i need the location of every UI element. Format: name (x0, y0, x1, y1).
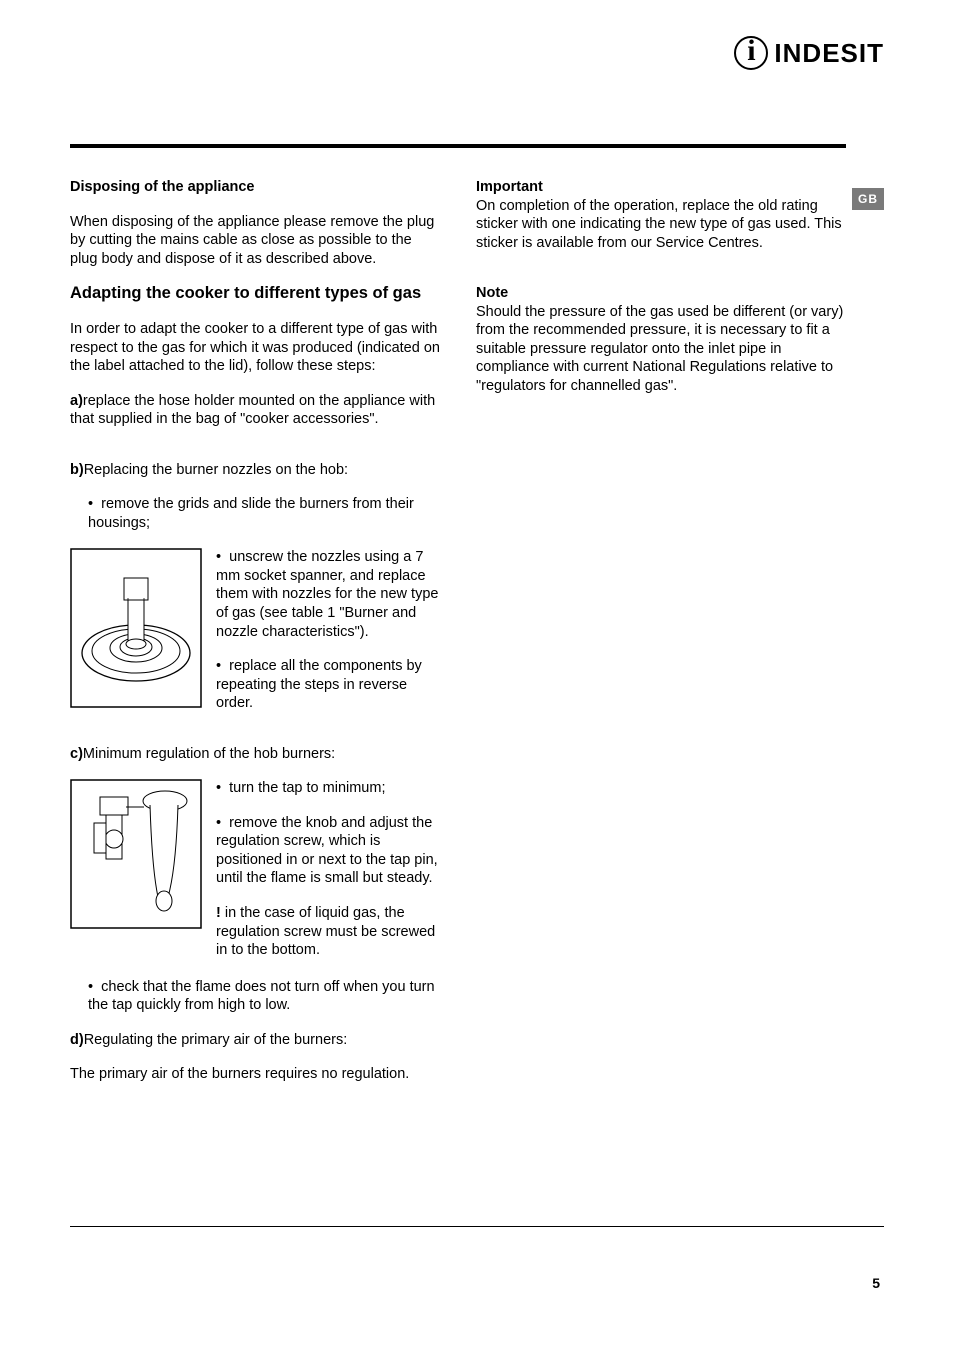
logo-letter: i (747, 34, 755, 68)
step-c-bullet2: • remove the knob and adjust the regulat… (216, 814, 440, 888)
step-a: a)replace the hose holder mounted on the… (70, 392, 440, 429)
step-b-bullet2: • unscrew the nozzles using a 7 mm socke… (216, 548, 440, 641)
step-d-label: d) (70, 1032, 84, 1048)
step-b-bullet1: • remove the grids and slide the burners… (70, 495, 440, 532)
step-b-right-text: • unscrew the nozzles using a 7 mm socke… (216, 548, 440, 728)
para-adapt-intro: In order to adapt the cooker to a differ… (70, 320, 440, 376)
top-rule (70, 144, 846, 148)
step-c-bullet1: • turn the tap to minimum; (216, 779, 440, 798)
heading-important: Important (476, 179, 543, 195)
brand-logo: i INDESIT (734, 36, 884, 70)
step-c-bullet2-text: remove the knob and adjust the regulatio… (216, 815, 438, 887)
step-c-text: Minimum regulation of the hob burners: (83, 746, 335, 762)
step-c-bullet1-text: turn the tap to minimum; (229, 780, 385, 796)
para-note: Note Should the pressure of the gas used… (476, 284, 846, 395)
logo-icon: i (734, 36, 768, 70)
step-b-bullet2-text: unscrew the nozzles using a 7 mm socket … (216, 549, 438, 639)
step-c-label: c) (70, 746, 83, 762)
step-b-bullet3-text: replace all the components by repeating … (216, 658, 422, 711)
step-c-note-text: in the case of liquid gas, the regulatio… (216, 905, 435, 958)
left-column: Disposing of the appliance When disposin… (70, 178, 440, 1100)
para-disposing: When disposing of the appliance please r… (70, 213, 440, 269)
heading-note: Note (476, 285, 508, 301)
burner-figure (70, 548, 202, 708)
step-a-label: a) (70, 393, 83, 409)
step-c: c)Minimum regulation of the hob burners: (70, 745, 440, 764)
step-c-bullet3-text: check that the flame does not turn off w… (88, 979, 435, 1014)
step-d-body: The primary air of the burners requires … (70, 1065, 440, 1084)
language-tab: GB (852, 188, 884, 210)
tap-icon (70, 779, 202, 929)
step-d-text: Regulating the primary air of the burner… (84, 1032, 348, 1048)
para-note-text: Should the pressure of the gas used be d… (476, 304, 843, 394)
burner-icon (70, 548, 202, 708)
step-b-bullet1-text: remove the grids and slide the burners f… (88, 496, 414, 531)
para-important-text: On completion of the operation, replace … (476, 198, 842, 251)
step-c-bullet3: • check that the flame does not turn off… (70, 978, 440, 1015)
bottom-rule (70, 1226, 884, 1228)
step-a-text: replace the hose holder mounted on the a… (70, 393, 435, 428)
step-b: b)Replacing the burner nozzles on the ho… (70, 461, 440, 480)
step-b-text: Replacing the burner nozzles on the hob: (84, 462, 348, 478)
tap-figure (70, 779, 202, 929)
heading-disposing: Disposing of the appliance (70, 178, 440, 197)
step-c-note: ! in the case of liquid gas, the regulat… (216, 904, 440, 960)
step-c-right-text: • turn the tap to minimum; • remove the … (216, 779, 440, 975)
content-area: Disposing of the appliance When disposin… (70, 178, 846, 1100)
page: i INDESIT GB Disposing of the appliance … (0, 0, 954, 1351)
step-b-label: b) (70, 462, 84, 478)
right-column: Important On completion of the operation… (476, 178, 846, 1100)
para-important: Important On completion of the operation… (476, 178, 846, 252)
step-d: d)Regulating the primary air of the burn… (70, 1031, 440, 1050)
page-number: 5 (872, 1275, 880, 1291)
logo-text: INDESIT (774, 38, 884, 69)
heading-adapting: Adapting the cooker to different types o… (70, 284, 440, 304)
step-b-bullet3: • replace all the components by repeatin… (216, 657, 440, 713)
